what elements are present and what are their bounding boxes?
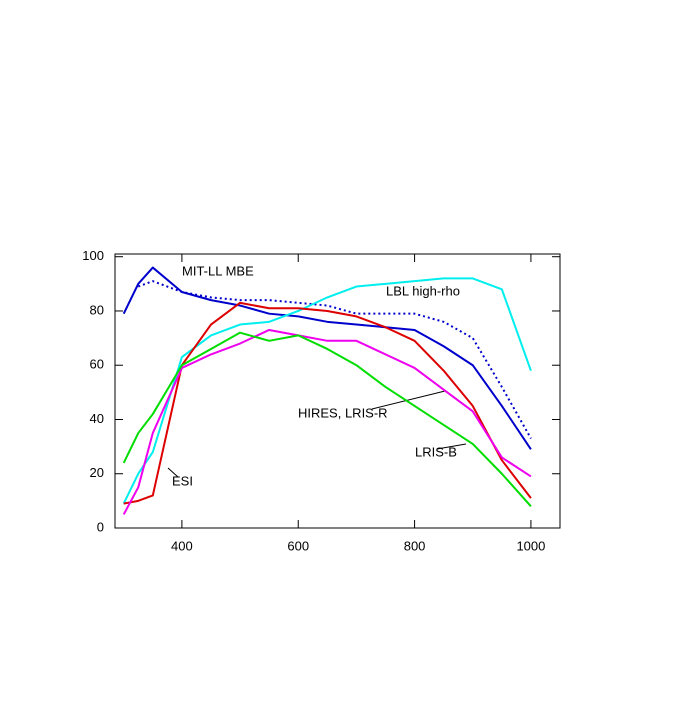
pointer	[167, 467, 179, 478]
y-tick-label: 40	[90, 411, 104, 426]
series-line	[122, 328, 532, 515]
series-line	[122, 331, 532, 507]
pointer	[436, 443, 467, 450]
series-line	[122, 266, 532, 450]
pointer	[371, 390, 446, 410]
series-line	[137, 280, 532, 439]
y-tick-label: 80	[90, 302, 104, 317]
series-label: LRIS-B	[415, 444, 457, 459]
plot-frame	[114, 253, 561, 529]
series-line	[123, 301, 532, 505]
y-tick-label: 100	[82, 248, 104, 263]
series-label: LBL high-rho	[386, 283, 460, 298]
x-tick-label: 1000	[516, 538, 545, 553]
y-tick-label: 20	[90, 465, 104, 480]
series-label: HIRES, LRIS-R	[298, 405, 388, 420]
x-tick-label: 400	[171, 538, 193, 553]
series-line	[122, 277, 532, 505]
x-tick-label: 800	[404, 538, 426, 553]
y-tick-label: 60	[90, 357, 104, 372]
x-tick-label: 600	[287, 538, 309, 553]
series-label: ESI	[172, 473, 193, 488]
series-label: MIT-LL MBE	[182, 263, 254, 278]
y-tick-label: 0	[97, 519, 104, 534]
